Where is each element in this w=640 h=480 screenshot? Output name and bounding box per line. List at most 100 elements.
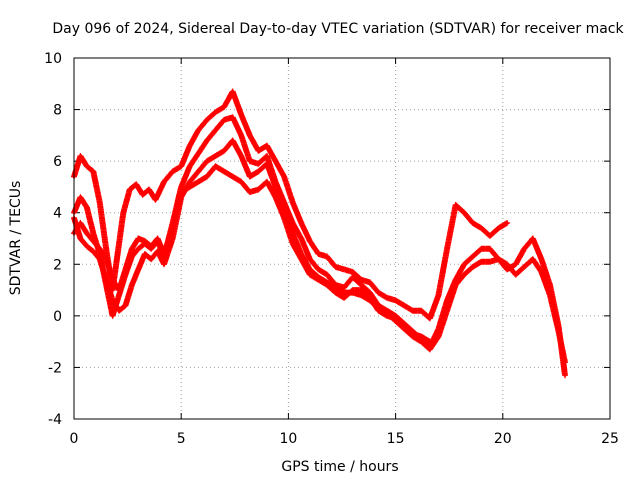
y-tick-label: 0 <box>53 309 62 325</box>
data-point <box>342 296 346 300</box>
data-point <box>563 360 567 364</box>
data-point <box>376 309 381 313</box>
data-point <box>205 118 209 122</box>
data-point <box>308 273 312 277</box>
data-point <box>196 128 200 132</box>
data-point <box>471 221 475 225</box>
data-point <box>117 293 121 297</box>
data-point <box>411 309 415 313</box>
data-point <box>308 257 312 261</box>
y-tick-label: 4 <box>53 206 62 222</box>
data-point <box>496 257 501 261</box>
data-point <box>265 180 269 184</box>
data-point <box>147 187 151 192</box>
data-point <box>291 200 295 204</box>
series-marker-path <box>71 114 568 379</box>
data-marks <box>71 88 568 379</box>
data-point <box>213 164 218 168</box>
data-point <box>231 138 235 143</box>
data-point <box>104 278 108 282</box>
data-point <box>248 133 252 137</box>
data-point <box>123 267 128 272</box>
data-point <box>308 239 312 243</box>
data-point <box>402 303 406 308</box>
data-point <box>117 288 121 292</box>
data-point <box>239 154 243 158</box>
data-point <box>428 316 432 321</box>
data-point <box>231 89 235 94</box>
data-point <box>91 231 95 235</box>
data-point <box>368 291 372 295</box>
data-point <box>222 169 226 174</box>
data-point <box>514 262 518 266</box>
data-point <box>488 247 492 251</box>
data-point <box>143 252 147 256</box>
data-point <box>368 296 372 300</box>
grid-lines <box>74 58 610 419</box>
data-point <box>462 211 466 215</box>
data-point <box>104 257 108 261</box>
data-point <box>91 249 95 253</box>
data-point <box>282 205 286 210</box>
data-point <box>342 291 346 295</box>
data-point <box>265 144 269 148</box>
y-axis-label: SDTVAR / TECUs <box>8 181 24 296</box>
data-point <box>454 283 458 287</box>
data-point <box>351 270 355 274</box>
data-point <box>196 151 200 156</box>
data-point <box>462 262 466 266</box>
data-point <box>162 252 166 256</box>
data-point <box>162 262 166 266</box>
data-point <box>394 316 398 321</box>
data-point <box>239 180 243 184</box>
data-point <box>205 175 209 179</box>
data-point <box>98 200 102 204</box>
series-marker-path <box>71 88 511 322</box>
data-point <box>333 285 338 290</box>
data-point <box>333 265 338 269</box>
x-tick-label: 0 <box>70 431 79 447</box>
data-point <box>522 265 526 269</box>
data-point <box>454 278 458 282</box>
chart-title: Day 096 of 2024, Sidereal Day-to-day VTE… <box>52 21 624 37</box>
data-point <box>179 164 183 168</box>
data-point <box>273 159 278 163</box>
data-point <box>548 293 552 297</box>
y-tick-label: 10 <box>44 51 62 67</box>
data-point <box>222 118 226 122</box>
data-point <box>539 270 543 274</box>
data-point <box>454 203 458 207</box>
data-point <box>282 216 286 220</box>
data-point <box>479 247 483 251</box>
data-point <box>333 291 338 295</box>
data-point <box>325 273 329 277</box>
data-point <box>539 257 543 261</box>
data-point <box>78 221 83 225</box>
data-point <box>121 211 125 215</box>
data-point <box>239 113 243 117</box>
data-point <box>128 187 132 192</box>
data-point <box>222 149 226 153</box>
data-point <box>265 154 269 158</box>
data-point <box>149 257 153 261</box>
data-point <box>91 239 95 243</box>
x-tick-label: 10 <box>279 431 297 447</box>
data-point <box>188 144 192 148</box>
data-point <box>436 334 441 339</box>
data-point <box>149 244 153 248</box>
data-point <box>325 254 329 259</box>
data-point <box>98 247 102 251</box>
data-point <box>419 334 423 339</box>
data-point <box>213 128 218 132</box>
data-point <box>445 309 449 313</box>
data-point <box>385 314 389 318</box>
data-point <box>351 288 355 292</box>
data-point <box>273 195 278 199</box>
data-point <box>531 257 535 261</box>
axis-ticks <box>73 57 611 420</box>
data-point <box>265 162 269 166</box>
data-point <box>291 242 295 246</box>
data-point <box>376 291 381 295</box>
data-point <box>130 283 134 287</box>
